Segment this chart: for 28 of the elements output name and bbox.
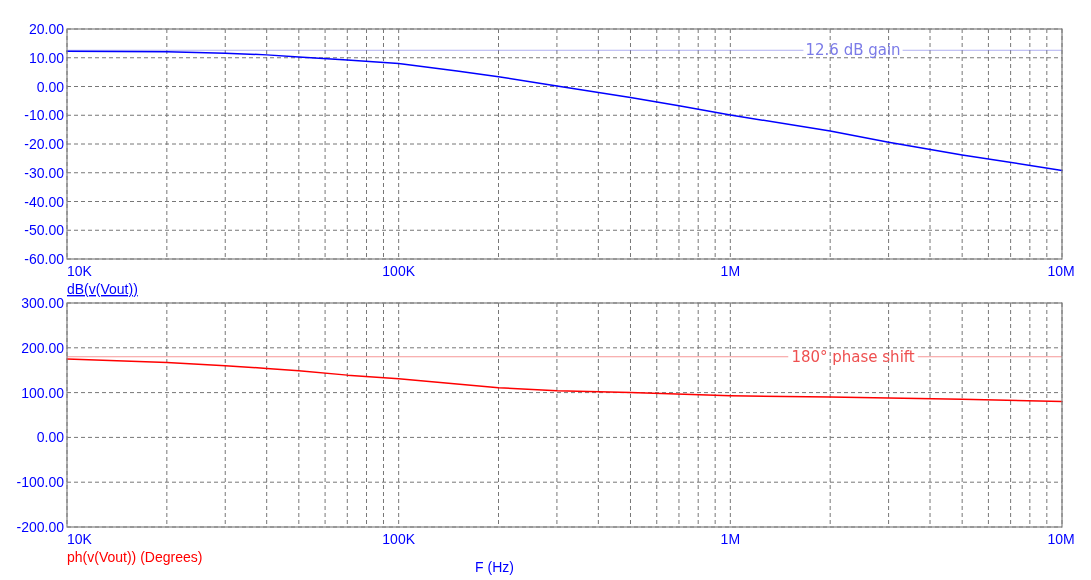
y-tick-label: 0.00 (36, 78, 65, 95)
y-tick-label: 300.00 (21, 295, 65, 311)
y-tick-label: 200.00 (21, 339, 65, 356)
y-tick-label: -200.00 (16, 519, 65, 535)
y-tick-label: -50.00 (24, 222, 65, 239)
y-tick-label: 100.00 (21, 384, 65, 401)
ref-line-label: 12.6 dB gain (805, 41, 901, 60)
text: dB(v(Vout)) (67, 281, 138, 297)
y-tick-label: -100.00 (16, 474, 65, 491)
y-tick-label: -10.00 (24, 107, 65, 124)
text: ph(v(Vout)) (Degrees) (67, 549, 203, 565)
ref-line-label: 180° phase shift (791, 347, 915, 366)
x-tick-label: 1M (720, 263, 741, 279)
y-tick-label: 10.00 (28, 49, 65, 66)
y-tick-label: 20.00 (28, 21, 65, 37)
y-tick-label: -30.00 (24, 164, 65, 181)
x-tick-label: 10K (67, 531, 93, 547)
y-tick-label: -60.00 (24, 251, 65, 267)
y-tick-label: -40.00 (24, 193, 65, 210)
x-axis-title: F (Hz) (475, 559, 514, 575)
x-tick-label: 100K (382, 263, 416, 279)
x-tick-label: 1M (720, 531, 741, 547)
x-tick-label: 10M (1047, 263, 1075, 279)
x-tick-label: 10M (1047, 531, 1075, 547)
y-tick-label: 0.00 (36, 429, 65, 446)
y-tick-label: -20.00 (24, 136, 65, 152)
x-tick-label: 10K (67, 263, 93, 279)
x-tick-label: 100K (382, 531, 416, 547)
